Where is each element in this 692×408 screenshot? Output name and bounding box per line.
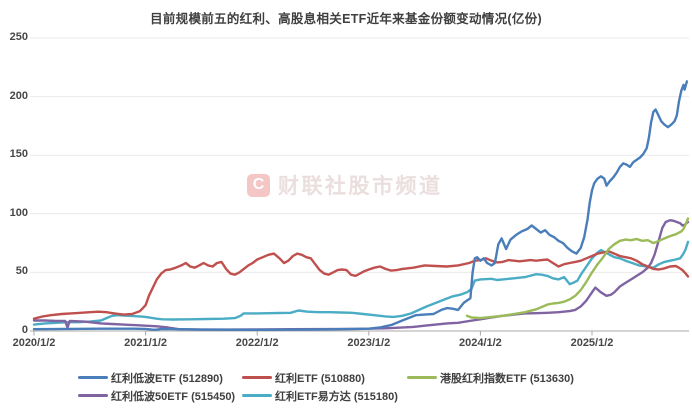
- legend-swatch-cyan: [242, 394, 272, 397]
- x-tick-label: 2020/1/2: [12, 337, 56, 349]
- legend-swatch-red: [242, 376, 272, 379]
- x-tick-label: 2025/1/2: [570, 337, 614, 349]
- legend-label: 红利低波ETF (512890): [111, 372, 223, 385]
- series-line-2: [465, 217, 690, 320]
- x-tick-label: 2023/1/2: [347, 337, 391, 349]
- chart-title: 目前规模前五的红利、高股息相关ETF近年来基金份额变动情况(亿份): [150, 12, 542, 26]
- legend-item-hllb50-etf: 红利低波50ETF (515450): [78, 388, 242, 403]
- legend-item-hl-etf-yifangda: 红利ETF易方达 (515180): [242, 388, 407, 403]
- legend-swatch-blue: [78, 376, 108, 379]
- x-tick-label: 2022/1/2: [235, 337, 279, 349]
- legend-label: 红利低波50ETF (515450): [111, 390, 236, 403]
- legend-label: 红利ETF易方达 (515180): [275, 390, 398, 403]
- x-tick-label: 2024/1/2: [458, 337, 502, 349]
- y-tick-label: 150: [9, 148, 28, 161]
- y-tick-label: 0: [21, 324, 28, 336]
- series-line-1: [32, 250, 690, 320]
- legend-item-hllb-etf: 红利低波ETF (512890): [78, 370, 242, 385]
- legend-item-ganggu-hl-etf: 港股红利指数ETF (513630): [407, 370, 638, 385]
- y-tick-label: 100: [9, 206, 28, 219]
- y-tick-label: 250: [9, 31, 28, 43]
- y-tick-label: 200: [9, 89, 28, 102]
- legend: 红利低波ETF (512890) 红利ETF (510880) 港股红利指数ET…: [78, 370, 638, 403]
- x-tick-label: 2021/1/2: [124, 337, 167, 349]
- legend-item-hl-etf: 红利ETF (510880): [242, 370, 407, 385]
- legend-swatch-green: [407, 376, 437, 379]
- legend-swatch-purple: [78, 394, 108, 397]
- series-line-4: [32, 240, 690, 326]
- y-tick-label: 50: [15, 265, 28, 278]
- series-line-0: [32, 80, 689, 331]
- legend-label: 港股红利指数ETF (513630): [440, 372, 574, 385]
- legend-label: 红利ETF (510880): [275, 372, 365, 385]
